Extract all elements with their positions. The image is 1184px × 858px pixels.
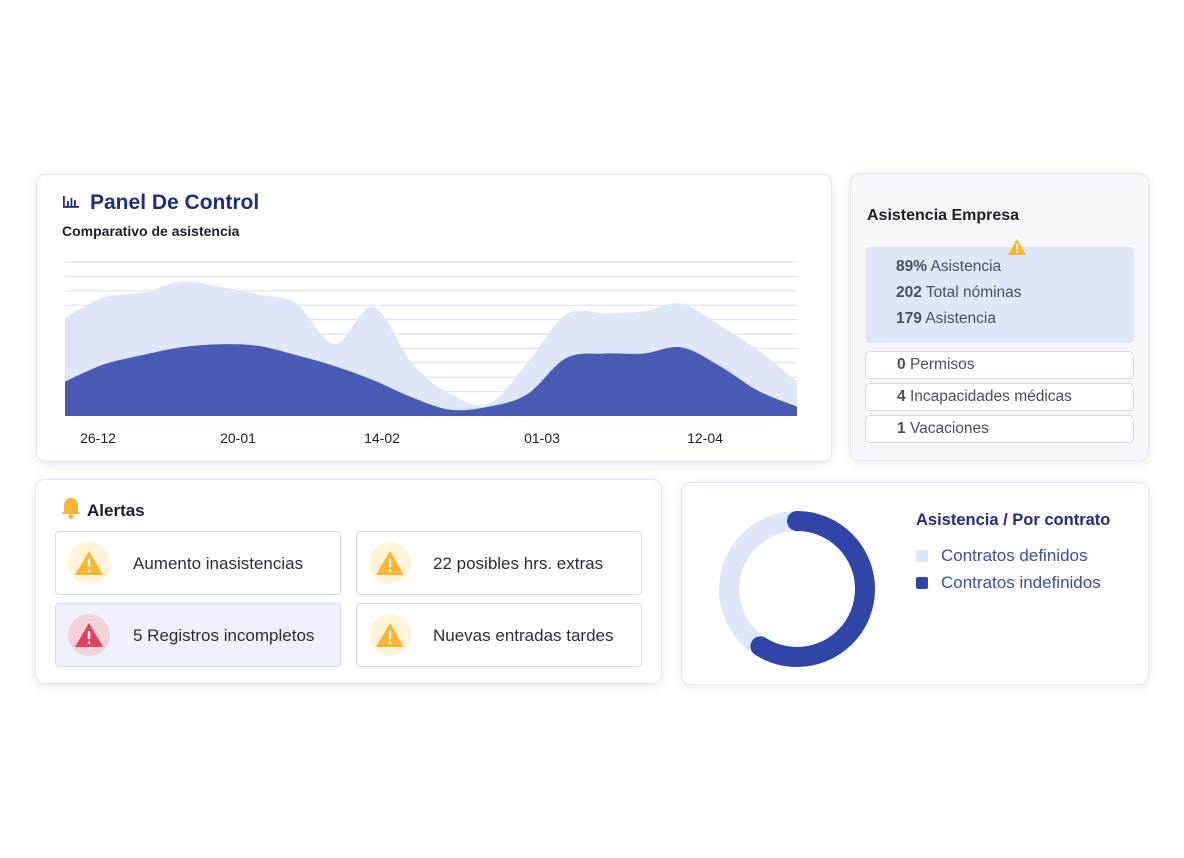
warning-icon: [1007, 238, 1027, 261]
alert-text: 22 posibles hrs. extras: [433, 554, 604, 573]
bell-icon: [60, 496, 82, 525]
contrato-title: Asistencia / Por contrato: [916, 511, 1111, 529]
x-tick-label: 01-03: [524, 430, 560, 446]
alert-aumento-inasistencias[interactable]: Aumento inasistencias: [55, 531, 341, 595]
pill-vacaciones[interactable]: 1 Vacaciones: [865, 415, 1134, 443]
panel-de-control-card: Panel De Control Comparativo de asistenc…: [36, 174, 832, 462]
alertas-title: Alertas: [87, 500, 145, 520]
alert-posibles-hrs-extras[interactable]: 22 posibles hrs. extras: [356, 531, 642, 595]
legend-item-definidos: Contratos definidos: [916, 546, 1087, 566]
page-title: Panel De Control: [90, 191, 260, 214]
asistencia-empresa-card: Asistencia Empresa 89% Asistencia 202 To…: [850, 173, 1149, 461]
asistencia-contrato-card: Asistencia / Por contrato Contratos defi…: [681, 482, 1149, 685]
warning-icon: [68, 542, 110, 584]
legend-label: Contratos definidos: [941, 546, 1088, 565]
legend-label: Contratos indefinidos: [941, 573, 1101, 592]
legend-item-indefinidos: Contratos indefinidos: [916, 573, 1101, 593]
alert-text: Nuevas entradas tardes: [433, 626, 614, 645]
donut-segment-indefinidos: [719, 511, 875, 667]
legend-swatch: [916, 550, 928, 562]
bar-chart-icon: [62, 193, 80, 214]
alert-text: Aumento inasistencias: [133, 554, 304, 573]
stat-total-nominas: 202 Total nóminas: [896, 284, 1022, 301]
warning-icon: [369, 614, 411, 656]
alert-entradas-tardes[interactable]: Nuevas entradas tardes: [356, 603, 642, 667]
alertas-title-row: Alertas: [60, 496, 145, 525]
chart-subtitle: Comparativo de asistencia: [62, 223, 240, 239]
empresa-title: Asistencia Empresa: [867, 207, 1020, 224]
legend-swatch: [916, 577, 928, 589]
x-tick-label: 20-01: [220, 430, 256, 446]
x-tick-label: 14-02: [364, 430, 400, 446]
alertas-card: Alertas Aumento inasistencias 22 posible…: [35, 479, 662, 684]
alert-registros-incompletos[interactable]: 5 Registros incompletos: [55, 603, 341, 667]
alert-text: 5 Registros incompletos: [133, 626, 315, 645]
pill-incapacidades[interactable]: 4 Incapacidades médicas: [865, 383, 1134, 411]
pill-permisos[interactable]: 0 Permisos: [865, 351, 1134, 379]
empresa-stats-box: 89% Asistencia 202 Total nóminas 179 Asi…: [865, 247, 1134, 343]
x-tick-label: 12-04: [687, 430, 723, 446]
x-tick-label: 26-12: [80, 430, 116, 446]
stat-asistencia-count: 179 Asistencia: [896, 310, 996, 327]
panel-title-row: Panel De Control: [62, 191, 259, 215]
warning-icon: [68, 614, 110, 656]
attendance-area-chart: 26-12 20-01 14-02 01-03 12-04: [65, 261, 797, 446]
area-series-dark: [65, 344, 797, 416]
contract-donut-chart: [719, 511, 875, 667]
stat-asistencia-pct: 89% Asistencia: [896, 258, 1002, 275]
warning-icon: [369, 542, 411, 584]
